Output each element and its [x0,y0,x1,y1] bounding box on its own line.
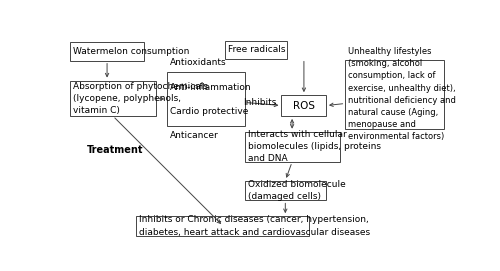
Text: Unhealthy lifestyles
(smoking, alcohol
consumption, lack of
exercise, unhealthy : Unhealthy lifestyles (smoking, alcohol c… [348,47,457,141]
FancyBboxPatch shape [70,80,156,116]
FancyBboxPatch shape [346,60,444,128]
Text: Free radicals: Free radicals [228,45,286,54]
FancyBboxPatch shape [167,72,244,126]
Text: Interacts with cellular
biomolecules (lipids, proteins
and DNA: Interacts with cellular biomolecules (li… [248,130,380,163]
FancyBboxPatch shape [136,216,308,236]
Text: ROS: ROS [292,101,314,111]
FancyBboxPatch shape [282,95,326,116]
Text: Antioxidants

Anti-inflammation

Cardio protective

Anticancer: Antioxidants Anti-inflammation Cardio pr… [170,58,252,140]
Text: Inhibits or Chronic diseases (cancer, hypertension,
diabetes, heart attack and c: Inhibits or Chronic diseases (cancer, hy… [139,215,370,237]
Text: Oxidized biomolecule
(damaged cells): Oxidized biomolecule (damaged cells) [248,180,346,201]
FancyBboxPatch shape [225,41,287,59]
FancyBboxPatch shape [244,181,326,201]
FancyBboxPatch shape [70,42,144,61]
Text: Watermelon consumption: Watermelon consumption [74,47,190,56]
FancyBboxPatch shape [244,132,340,162]
Text: Inhibits: Inhibits [242,98,276,107]
Text: Treatment: Treatment [86,146,143,156]
Text: Absorption of phytochemicals
(lycopene, polyphenols,
vitamin C): Absorption of phytochemicals (lycopene, … [74,82,208,115]
